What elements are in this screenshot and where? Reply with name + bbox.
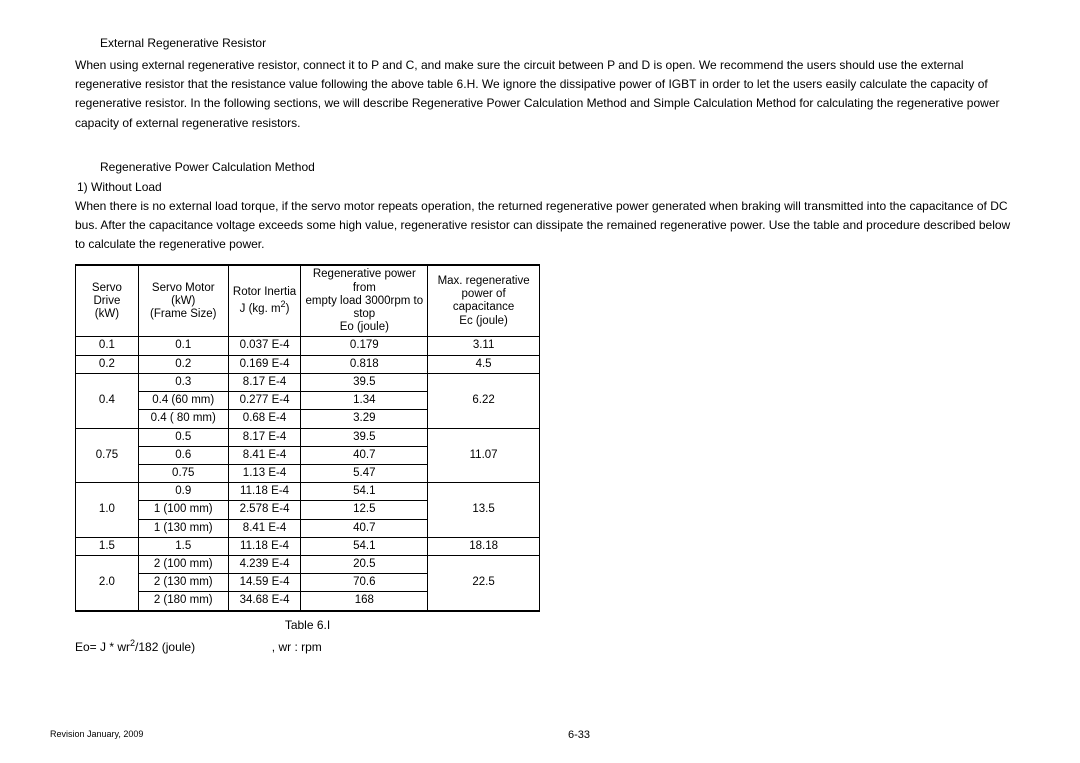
th-servo-drive: Servo Drive(kW) [76,265,139,337]
list-without-load: 1) Without Load [77,180,1020,194]
formula-eo: Eo= J * wr2/182 (joule) , wr : rpm [75,638,1020,654]
revision-text: Revision January, 2009 [50,729,143,741]
paragraph-2: When there is no external load torque, i… [75,197,1020,255]
th-max-regen-ec: Max. regenerativepower of capacitanceEc … [428,265,540,337]
table-caption: Table 6.I [75,618,540,632]
table-row: 0.40.38.17 E-439.56.22 [76,373,540,391]
table-row: 2.02 (100 mm)4.239 E-420.522.5 [76,556,540,574]
th-rotor-inertia: Rotor InertiaJ (kg. m2) [228,265,301,337]
table-row: 0.20.20.169 E-40.8184.5 [76,355,540,373]
th-servo-motor: Servo Motor (kW)(Frame Size) [138,265,228,337]
table-row: 0.750.58.17 E-439.511.07 [76,428,540,446]
regen-table: Servo Drive(kW) Servo Motor (kW)(Frame S… [75,264,540,611]
table-row: 1.00.911.18 E-454.113.5 [76,483,540,501]
heading-external-regen: External Regenerative Resistor [100,36,1020,50]
table-row: 0.10.10.037 E-40.1793.11 [76,337,540,355]
page-number: 6-33 [568,729,590,741]
paragraph-1: When using external regenerative resisto… [75,56,1020,133]
table-row: 1.51.511.18 E-454.118.18 [76,537,540,555]
page-footer: Revision January, 2009 6-33 [50,729,1020,741]
heading-regen-power-calc: Regenerative Power Calculation Method [100,160,1020,174]
th-regen-power-eo: Regenerative power fromempty load 3000rp… [301,265,428,337]
